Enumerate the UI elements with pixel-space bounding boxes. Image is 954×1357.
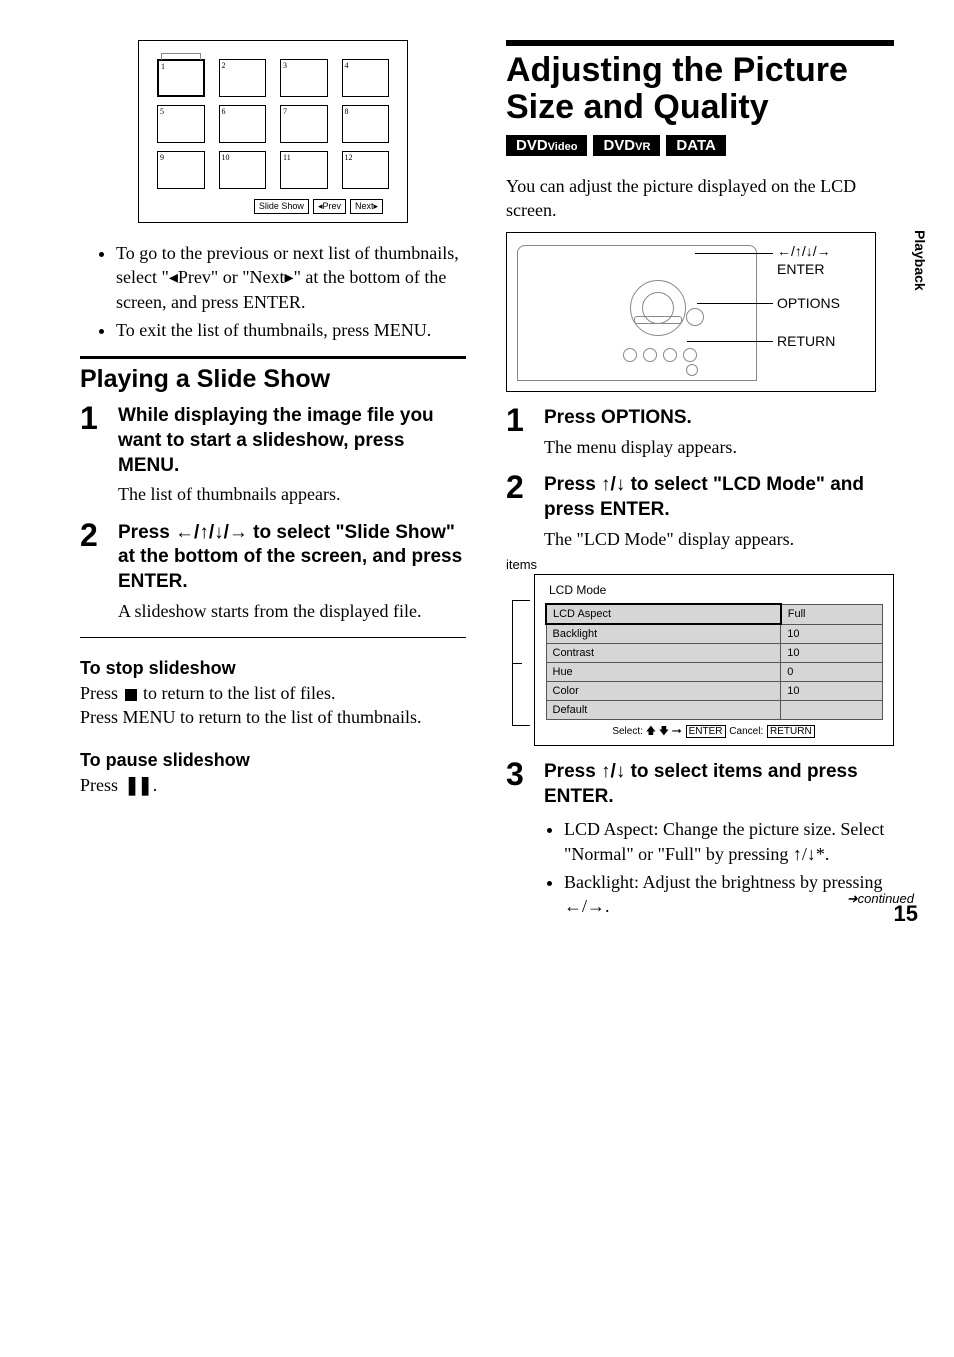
main-title: Adjusting the Picture Size and Quality [506, 52, 894, 127]
step: 1 While displaying the image file you wa… [80, 404, 466, 506]
thumbnail: 4 [342, 59, 390, 97]
thumbnail: 8 [342, 105, 390, 143]
thumbnail: 5 [157, 105, 205, 143]
step: 2 Press ↑/↓ to select "LCD Mode" and pre… [506, 473, 894, 551]
divider [80, 637, 466, 638]
lcd-mode-panel: LCD Mode LCD AspectFull Backlight10 Cont… [506, 574, 894, 746]
label-return: RETURN [777, 333, 835, 349]
step-number: 1 [506, 406, 534, 459]
lcd-cell: Backlight [546, 624, 781, 644]
text: Press [80, 683, 123, 703]
intro-text: You can adjust the picture displayed on … [506, 174, 894, 223]
lcd-cell: Full [781, 604, 883, 624]
lcd-footer: Select: 🡅 🡇 ➞ ENTER Cancel: RETURN [545, 724, 883, 741]
lcd-cell: LCD Aspect [546, 604, 781, 624]
bracket [512, 600, 530, 726]
return-key: RETURN [767, 725, 815, 738]
thumbnail: 7 [280, 105, 328, 143]
note: To go to the previous or next list of th… [116, 241, 466, 314]
step-number: 1 [80, 404, 108, 506]
badge: DVDVR [593, 135, 660, 156]
thumbnail: 9 [157, 151, 205, 189]
page-number: 15 [894, 901, 918, 927]
remote-outline [517, 245, 757, 381]
lcd-cell [781, 701, 883, 720]
thumbnail-grid: 1 2 3 4 5 6 7 8 9 10 11 12 [157, 59, 389, 189]
label-enter: ENTER [777, 261, 824, 277]
paragraph: Press MENU to return to the list of thum… [80, 705, 466, 729]
lcd-cell: 0 [781, 663, 883, 682]
step-description: The "LCD Mode" display appears. [544, 527, 894, 551]
stop-icon [125, 689, 137, 701]
slideshow-button[interactable]: Slide Show [254, 199, 309, 214]
text: . [153, 775, 158, 795]
step-number: 3 [506, 760, 534, 931]
step-description: The list of thumbnails appears. [118, 482, 466, 506]
step-number: 2 [80, 521, 108, 623]
lcd-cell: Color [546, 682, 781, 701]
right-column: Adjusting the Picture Size and Quality D… [506, 40, 894, 935]
lcd-cell: 10 [781, 682, 883, 701]
thumbnail-notes: To go to the previous or next list of th… [80, 241, 466, 342]
thumbnail: 12 [342, 151, 390, 189]
lcd-cell: 10 [781, 644, 883, 663]
section-heading: Playing a Slide Show [80, 356, 466, 394]
prev-button[interactable]: ◂Prev [313, 199, 346, 214]
step-description: A slideshow starts from the displayed fi… [118, 599, 466, 623]
page-columns: 1 2 3 4 5 6 7 8 9 10 11 12 Slide Show ◂P… [80, 40, 894, 935]
step-instruction: Press ←/↑/↓/→ to select "Slide Show" at … [118, 521, 466, 595]
step-instruction: Press ↑/↓ to select "LCD Mode" and press… [544, 473, 894, 522]
step-instruction: Press ↑/↓ to select items and press ENTE… [544, 760, 894, 809]
label-arrows: ←/↑/↓/→ [777, 243, 831, 259]
subheading: To stop slideshow [80, 658, 466, 679]
lcd-title: LCD Mode [549, 583, 883, 597]
text: to return to the list of files. [139, 683, 336, 703]
text: Press [80, 775, 123, 795]
next-button[interactable]: Next▸ [350, 199, 383, 214]
label-options: OPTIONS [777, 295, 840, 311]
side-tab: Playback [912, 230, 928, 291]
step: 2 Press ←/↑/↓/→ to select "Slide Show" a… [80, 521, 466, 623]
items-label: items [506, 557, 894, 572]
thumbnail: 2 [219, 59, 267, 97]
lcd-cell: Contrast [546, 644, 781, 663]
step: 1 Press OPTIONS. The menu display appear… [506, 406, 894, 459]
paragraph: Press to return to the list of files. [80, 681, 466, 705]
lcd-cell: Default [546, 701, 781, 720]
pause-icon: ❚❚ [125, 773, 151, 797]
format-badges: DVDVideo DVDVR DATA [506, 135, 894, 156]
note: To exit the list of thumbnails, press ME… [116, 318, 466, 342]
remote-diagram: ←/↑/↓/→ ENTER OPTIONS RETURN [506, 232, 876, 392]
lcd-cell: Hue [546, 663, 781, 682]
thumbnail: 6 [219, 105, 267, 143]
bullet: LCD Aspect: Change the picture size. Sel… [564, 817, 894, 866]
lcd-cell: 10 [781, 624, 883, 644]
thumbnail: 3 [280, 59, 328, 97]
paragraph: Press ❚❚. [80, 773, 466, 797]
enter-key: ENTER [686, 725, 726, 738]
thumbnail-grid-box: 1 2 3 4 5 6 7 8 9 10 11 12 Slide Show ◂P… [138, 40, 408, 223]
step-number: 2 [506, 473, 534, 551]
step-instruction: Press OPTIONS. [544, 406, 894, 431]
thumbnail: 11 [280, 151, 328, 189]
step: 3 Press ↑/↓ to select items and press EN… [506, 760, 894, 931]
thumbnail: 1 [157, 59, 205, 97]
badge: DATA [666, 135, 725, 156]
left-column: 1 2 3 4 5 6 7 8 9 10 11 12 Slide Show ◂P… [80, 40, 466, 935]
badge: DVDVideo [506, 135, 587, 156]
bullet: Backlight: Adjust the brightness by pres… [564, 870, 894, 919]
step-instruction: While displaying the image file you want… [118, 404, 466, 478]
step-description: The menu display appears. [544, 435, 894, 459]
subheading: To pause slideshow [80, 750, 466, 771]
lcd-table: LCD AspectFull Backlight10 Contrast10 Hu… [545, 603, 883, 720]
thumb-buttons: Slide Show ◂Prev Next▸ [157, 199, 389, 214]
top-rule [506, 40, 894, 46]
thumbnail: 10 [219, 151, 267, 189]
